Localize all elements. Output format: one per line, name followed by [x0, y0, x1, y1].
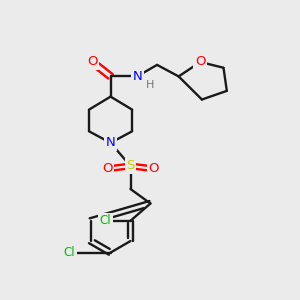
Text: O: O: [87, 56, 98, 68]
Text: Cl: Cl: [63, 246, 75, 259]
Text: O: O: [195, 56, 206, 68]
Text: N: N: [132, 70, 142, 83]
Text: O: O: [148, 162, 159, 175]
Text: O: O: [102, 162, 112, 175]
Text: N: N: [106, 136, 116, 149]
Text: S: S: [126, 159, 135, 172]
Text: Cl: Cl: [100, 214, 111, 227]
Text: H: H: [146, 80, 154, 90]
